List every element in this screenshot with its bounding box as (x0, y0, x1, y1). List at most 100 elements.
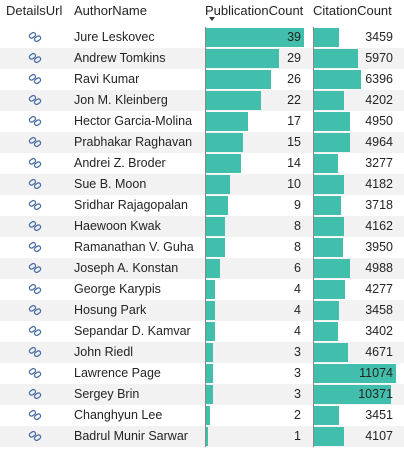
author-name: Jon M. Kleinberg (74, 93, 168, 107)
table-row: Haewoon Kwak 8 4162 (0, 216, 404, 237)
table-row: John Riedl 3 4671 (0, 342, 404, 363)
publication-bar (205, 28, 304, 47)
link-icon[interactable] (28, 408, 42, 422)
link-icon[interactable] (28, 366, 42, 380)
link-icon[interactable] (28, 345, 42, 359)
citation-bar (313, 322, 338, 341)
publication-bar (205, 175, 230, 194)
publication-count: 8 (294, 219, 301, 233)
table-row: Jure Leskovec 39 3459 (0, 27, 404, 48)
author-name: Sue B. Moon (74, 177, 147, 191)
sort-descending-icon (209, 17, 215, 21)
table-row: Badrul Munir Sarwar 1 4107 (0, 426, 404, 447)
publication-axis-line (205, 27, 206, 447)
publication-bar (205, 196, 228, 215)
citation-bar (313, 406, 339, 425)
citation-count: 4202 (365, 93, 393, 107)
author-name: Sepandar D. Kamvar (74, 324, 191, 338)
publication-count: 6 (294, 261, 301, 275)
citation-count: 4107 (365, 429, 393, 443)
publication-count: 22 (287, 93, 301, 107)
citation-bar (313, 280, 345, 299)
author-name: Changhyun Lee (74, 408, 163, 422)
citation-count: 6396 (365, 72, 393, 86)
table-row: Sergey Brin 3 10371 (0, 384, 404, 405)
table-row: George Karypis 4 4277 (0, 279, 404, 300)
table-row: Lawrence Page 3 11074 (0, 363, 404, 384)
table-row: Andrew Tomkins 29 5970 (0, 48, 404, 69)
publication-count: 4 (294, 303, 301, 317)
link-icon[interactable] (28, 93, 42, 107)
publication-count: 17 (287, 114, 301, 128)
citation-count: 3458 (365, 303, 393, 317)
author-name: Ramanathan V. Guha (74, 240, 194, 254)
publication-bar (205, 406, 210, 425)
link-icon[interactable] (28, 282, 42, 296)
publication-count: 3 (294, 387, 301, 401)
citation-bar (313, 112, 350, 131)
author-name: Joseph A. Konstan (74, 261, 179, 275)
citation-count: 3950 (365, 240, 393, 254)
link-icon[interactable] (28, 177, 42, 191)
citation-bar (313, 238, 343, 257)
publication-count: 10 (287, 177, 301, 191)
table-row: Hector Garcia-Molina 17 4950 (0, 111, 404, 132)
citation-bar (313, 196, 341, 215)
publication-count: 39 (287, 30, 301, 44)
link-icon[interactable] (28, 261, 42, 275)
citation-bar (313, 70, 361, 89)
link-icon[interactable] (28, 51, 42, 65)
publication-bar (205, 427, 208, 446)
link-icon[interactable] (28, 219, 42, 233)
link-icon[interactable] (28, 72, 42, 86)
table-row: Hosung Park 4 3458 (0, 300, 404, 321)
publication-bar (205, 133, 243, 152)
citation-count: 3277 (365, 156, 393, 170)
citation-bar (313, 385, 391, 404)
publication-bar (205, 112, 248, 131)
publication-bar (205, 385, 213, 404)
link-icon[interactable] (28, 387, 42, 401)
column-header-authorname[interactable]: AuthorName (74, 3, 147, 18)
citation-bar (313, 154, 338, 173)
column-header-detailsurl[interactable]: DetailsUrl (6, 3, 63, 18)
link-icon[interactable] (28, 156, 42, 170)
publication-bar (205, 280, 215, 299)
publication-count: 4 (294, 282, 301, 296)
link-icon[interactable] (28, 198, 42, 212)
citation-count: 4988 (365, 261, 393, 275)
link-icon[interactable] (28, 30, 42, 44)
citation-count: 3451 (365, 408, 393, 422)
table-row: Jon M. Kleinberg 22 4202 (0, 90, 404, 111)
author-name: Badrul Munir Sarwar (74, 429, 188, 443)
publication-bar (205, 217, 225, 236)
column-header-publicationcount[interactable]: PublicationCount (205, 3, 304, 18)
publication-bar (205, 49, 279, 68)
author-name: Hosung Park (74, 303, 147, 317)
citation-count: 10371 (358, 387, 393, 401)
citation-count: 3459 (365, 30, 393, 44)
citation-count: 11074 (359, 366, 393, 380)
link-icon[interactable] (28, 429, 42, 443)
publication-count: 1 (294, 429, 301, 443)
author-name: John Riedl (74, 345, 134, 359)
publication-bar (205, 343, 213, 362)
publication-bar (205, 364, 213, 383)
publication-count: 26 (287, 72, 301, 86)
publication-count: 3 (294, 345, 301, 359)
link-icon[interactable] (28, 324, 42, 338)
column-header-citationcount[interactable]: CitationCount (313, 3, 392, 18)
citation-bar (313, 364, 396, 383)
link-icon[interactable] (28, 303, 42, 317)
link-icon[interactable] (28, 135, 42, 149)
author-name: Lawrence Page (74, 366, 161, 380)
link-icon[interactable] (28, 114, 42, 128)
citation-bar (313, 133, 350, 152)
publication-bar (205, 154, 241, 173)
citation-axis-line (313, 27, 314, 447)
table-row: Sridhar Rajagopalan 9 3718 (0, 195, 404, 216)
table-header: DetailsUrl AuthorName PublicationCount C… (0, 0, 404, 24)
link-icon[interactable] (28, 240, 42, 254)
author-name: Sergey Brin (74, 387, 140, 401)
publication-bar (205, 70, 271, 89)
